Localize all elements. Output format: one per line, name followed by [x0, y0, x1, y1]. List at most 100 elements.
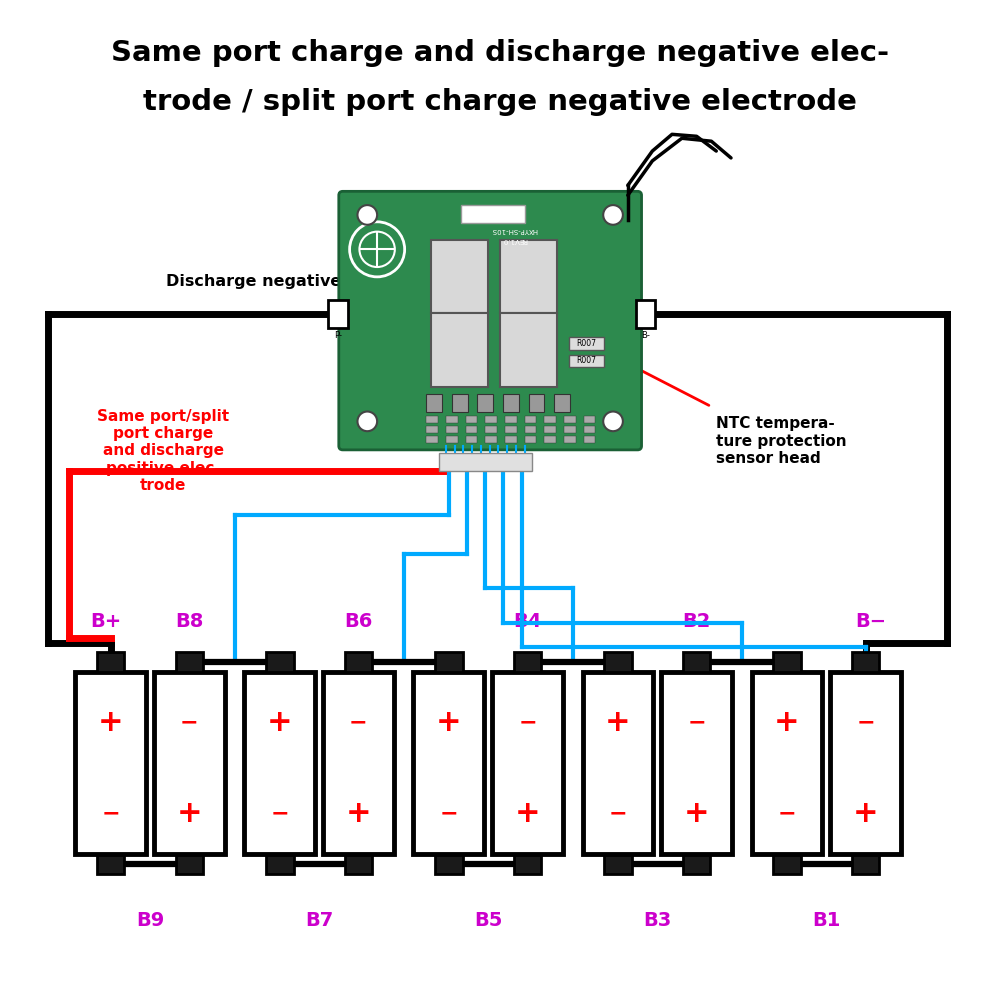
Bar [773, 854, 801, 874]
Circle shape [357, 412, 377, 431]
Bar [176, 854, 203, 874]
Circle shape [603, 412, 623, 431]
Bar [466, 426, 477, 433]
Bar [492, 672, 563, 854]
Text: +: + [515, 799, 540, 828]
Bar [544, 426, 556, 433]
Bar [564, 436, 576, 443]
Bar [446, 426, 458, 433]
Text: −: − [101, 804, 120, 824]
Bar [529, 394, 544, 412]
Bar [604, 854, 632, 874]
Bar [75, 672, 146, 854]
Circle shape [603, 205, 623, 225]
Bar [584, 416, 595, 423]
Text: −: − [518, 713, 537, 733]
Bar [485, 426, 497, 433]
Text: B9: B9 [136, 911, 164, 930]
Bar [554, 394, 570, 412]
Bar [426, 436, 438, 443]
Bar [426, 394, 442, 412]
Bar [500, 313, 557, 387]
Bar [852, 854, 879, 874]
Text: +: + [98, 708, 124, 737]
Bar [852, 652, 879, 672]
Text: B5: B5 [474, 911, 502, 930]
Bar [413, 672, 484, 854]
Bar [505, 416, 517, 423]
Text: −: − [180, 713, 199, 733]
Text: R007: R007 [577, 339, 597, 348]
Text: B6: B6 [344, 612, 373, 631]
Text: +: + [684, 799, 709, 828]
Bar [435, 854, 463, 874]
Text: +: + [267, 708, 293, 737]
Circle shape [350, 222, 405, 277]
Text: Discharge negative pole: Discharge negative pole [166, 274, 386, 289]
Bar [514, 652, 541, 672]
Text: −: − [778, 804, 796, 824]
Bar [435, 652, 463, 672]
Bar [505, 426, 517, 433]
Bar [345, 854, 372, 874]
Text: B4: B4 [513, 612, 542, 631]
Text: trode / split port charge negative electrode: trode / split port charge negative elect… [143, 88, 857, 116]
Bar [328, 300, 348, 328]
Text: +: + [346, 799, 371, 828]
Bar [544, 436, 556, 443]
Bar [773, 652, 801, 672]
Bar [525, 416, 536, 423]
Bar [485, 416, 497, 423]
Bar [514, 854, 541, 874]
Bar [604, 652, 632, 672]
Bar [439, 453, 532, 471]
Text: B1: B1 [812, 911, 841, 930]
Text: B-: B- [641, 331, 650, 340]
Bar [584, 436, 595, 443]
Bar [477, 394, 493, 412]
Bar [154, 672, 225, 854]
Bar [446, 436, 458, 443]
Bar [569, 355, 604, 367]
Text: −: − [856, 713, 875, 733]
Text: NTC tempera-
ture protection
sensor head: NTC tempera- ture protection sensor head [716, 416, 847, 466]
Bar [345, 652, 372, 672]
Bar [452, 394, 468, 412]
Text: −: − [270, 804, 289, 824]
Text: B−: B− [855, 612, 886, 631]
Circle shape [357, 205, 377, 225]
Bar [466, 436, 477, 443]
Text: B8: B8 [175, 612, 204, 631]
Bar [500, 240, 557, 313]
Bar [176, 652, 203, 672]
Bar [584, 426, 595, 433]
Text: −: − [609, 804, 627, 824]
Text: +: + [774, 708, 800, 737]
Bar [266, 854, 294, 874]
Bar [431, 313, 488, 387]
Bar [569, 337, 604, 350]
Bar [485, 436, 497, 443]
Bar [544, 416, 556, 423]
Bar [683, 652, 710, 672]
Text: R007: R007 [577, 356, 597, 365]
Bar [426, 416, 438, 423]
Bar [525, 426, 536, 433]
Text: −: − [440, 804, 458, 824]
Bar [244, 672, 315, 854]
FancyBboxPatch shape [339, 191, 642, 450]
Text: −: − [687, 713, 706, 733]
Bar [636, 300, 655, 328]
Bar [503, 394, 519, 412]
Text: +: + [853, 799, 878, 828]
Text: B+: B+ [90, 612, 121, 631]
Text: B2: B2 [682, 612, 711, 631]
Text: Same port/split
port charge
and discharge
positive elec-
trode: Same port/split port charge and discharg… [97, 409, 229, 493]
Bar [683, 854, 710, 874]
Text: REV1.0: REV1.0 [502, 237, 527, 243]
Circle shape [359, 232, 395, 267]
Text: P-: P- [334, 331, 342, 340]
Bar [446, 416, 458, 423]
Bar [564, 416, 576, 423]
Text: +: + [436, 708, 462, 737]
